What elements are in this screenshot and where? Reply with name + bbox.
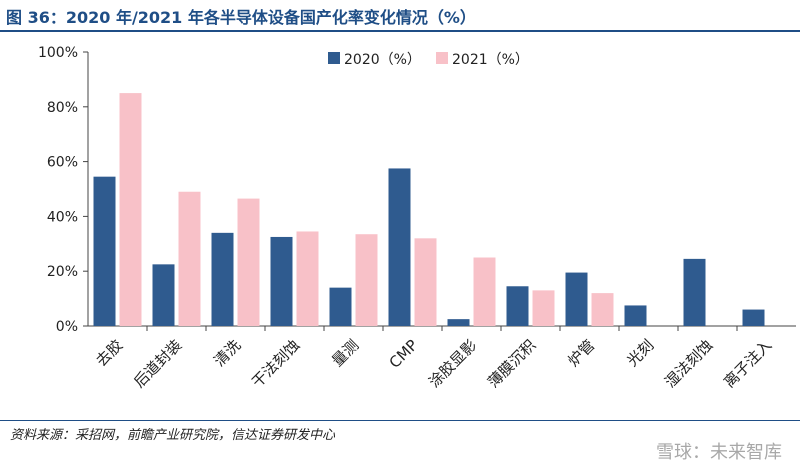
bar-series1 <box>565 272 588 326</box>
bar-series2 <box>119 93 142 326</box>
category-label: CMP <box>386 336 422 372</box>
bar-series2 <box>296 231 319 326</box>
bar-series1 <box>506 286 529 326</box>
bar-series1 <box>683 258 706 326</box>
source-rule <box>0 420 800 421</box>
bar-series1 <box>329 287 352 326</box>
category-label: 湿法刻蚀 <box>661 336 716 391</box>
bar-series2 <box>178 191 201 326</box>
figure-title: 图 36：2020 年/2021 年各半导体设备国产化率变化情况（%） <box>6 8 476 27</box>
y-tick-label: 20% <box>47 264 78 280</box>
bar-series1 <box>388 168 411 326</box>
bar-series1 <box>624 305 647 326</box>
y-tick-label: 0% <box>56 319 78 335</box>
bar-series1 <box>742 309 765 326</box>
bar-chart: 0% 20% 40% 60% 80% 100% 去胶 后道封装 清洗 干法刻蚀 量测 CMP 涂胶显影薄… <box>38 45 796 391</box>
bar-series1 <box>270 236 293 326</box>
category-label: 清洗 <box>210 336 244 370</box>
bar-series1 <box>211 232 234 326</box>
legend-label: 2021（%） <box>452 52 529 68</box>
source-note: 资料来源：采招网，前瞻产业研究院，信达证券研发中心 <box>10 428 336 443</box>
category-label: 干法刻蚀 <box>248 336 303 391</box>
legend-swatch <box>436 52 448 64</box>
bar-series1 <box>152 264 175 326</box>
title-rule <box>0 30 800 32</box>
y-tick-label: 40% <box>47 209 78 225</box>
bar-series2 <box>473 257 496 326</box>
bar-series2 <box>355 234 378 326</box>
legend-swatch <box>328 52 340 64</box>
bar-series2 <box>237 198 260 326</box>
category-label: 薄膜沉积 <box>484 336 539 391</box>
y-tick-label: 100% <box>38 45 78 61</box>
watermark: 雪球：未来智库 <box>656 442 782 463</box>
category-label: 涂胶显影 <box>425 336 480 391</box>
category-label: 量测 <box>328 336 362 370</box>
y-tick-label: 60% <box>47 155 78 171</box>
bar-series1 <box>447 319 470 326</box>
category-label: 后道封装 <box>130 336 185 391</box>
bar-series1 <box>93 176 116 326</box>
category-label: 离子注入 <box>720 336 775 391</box>
category-label: 炉管 <box>564 336 598 370</box>
bar-series2 <box>591 293 614 326</box>
bar-series2 <box>414 238 437 326</box>
category-label: 光刻 <box>623 336 657 370</box>
y-tick-label: 80% <box>47 100 78 116</box>
legend-label: 2020（%） <box>344 52 421 68</box>
category-label: 去胶 <box>92 336 126 370</box>
bar-series2 <box>532 290 555 326</box>
